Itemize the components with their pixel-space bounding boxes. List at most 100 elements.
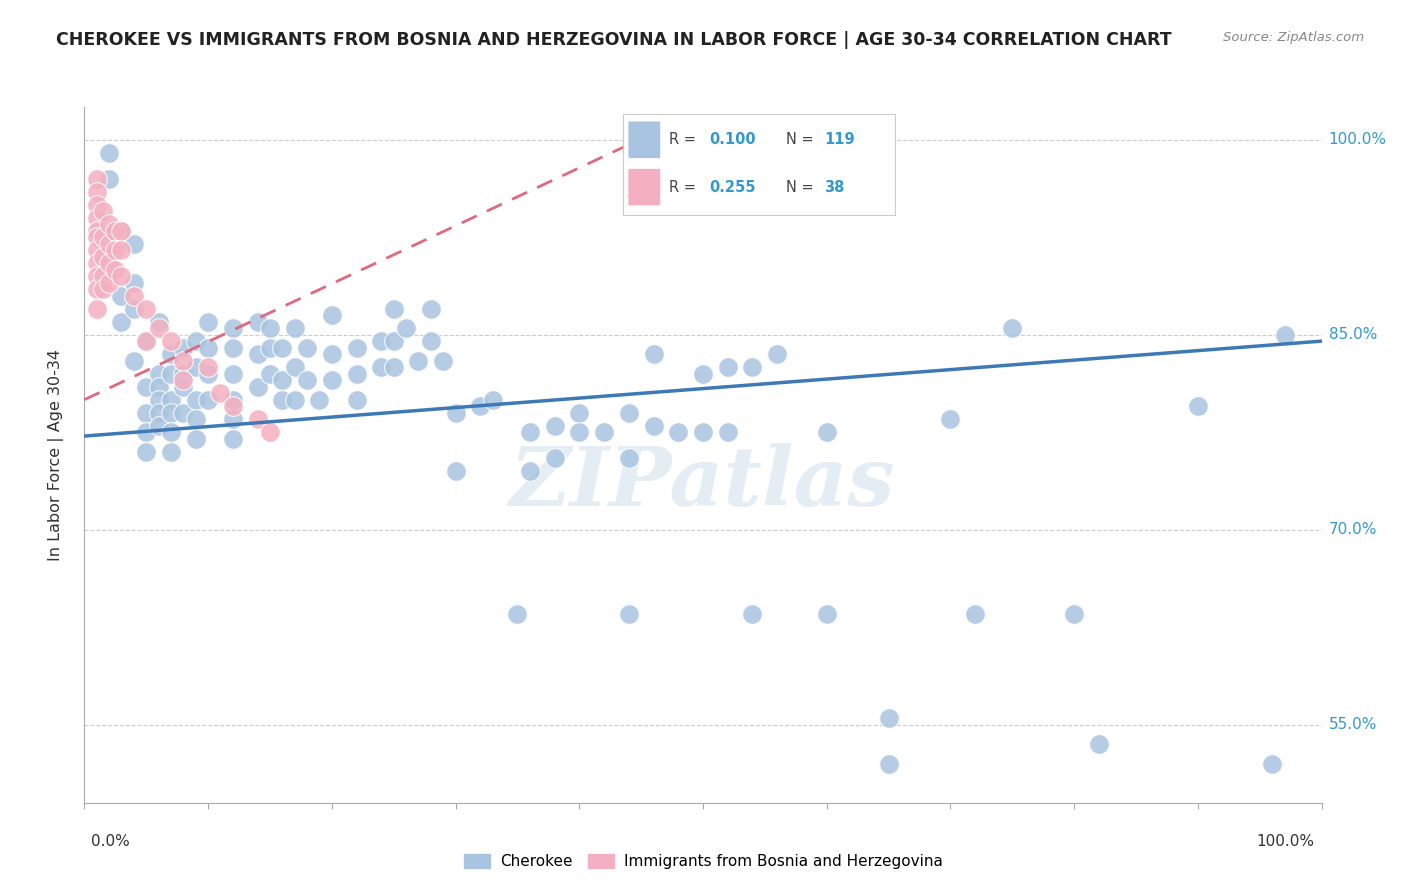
Point xyxy=(470,399,492,413)
Point xyxy=(617,406,640,420)
Point xyxy=(1063,607,1085,622)
Text: CHEROKEE VS IMMIGRANTS FROM BOSNIA AND HERZEGOVINA IN LABOR FORCE | AGE 30-34 CO: CHEROKEE VS IMMIGRANTS FROM BOSNIA AND H… xyxy=(56,31,1171,49)
Point xyxy=(104,224,127,238)
Point xyxy=(643,347,665,361)
Point xyxy=(1274,327,1296,342)
Point xyxy=(197,367,219,381)
Point xyxy=(766,347,789,361)
Point xyxy=(259,321,281,335)
Point xyxy=(98,145,121,160)
Point xyxy=(86,185,108,199)
Point xyxy=(617,451,640,466)
Point xyxy=(86,230,108,244)
Point xyxy=(346,392,368,407)
Point xyxy=(1088,737,1111,751)
Text: 85.0%: 85.0% xyxy=(1329,327,1376,343)
Point xyxy=(135,334,157,348)
Point xyxy=(408,353,430,368)
Point xyxy=(259,367,281,381)
Point xyxy=(321,347,343,361)
Point xyxy=(965,607,987,622)
Point xyxy=(98,256,121,270)
Text: 0.0%: 0.0% xyxy=(91,834,131,849)
Point xyxy=(197,341,219,355)
Point xyxy=(172,341,194,355)
Point xyxy=(104,262,127,277)
Point xyxy=(506,607,529,622)
Point xyxy=(104,243,127,257)
Point xyxy=(246,347,269,361)
Point xyxy=(1001,321,1024,335)
Point xyxy=(135,425,157,439)
Point xyxy=(122,301,145,316)
Point xyxy=(741,360,763,375)
Point xyxy=(382,301,405,316)
Point xyxy=(617,607,640,622)
Y-axis label: In Labor Force | Age 30-34: In Labor Force | Age 30-34 xyxy=(48,349,63,561)
Point xyxy=(172,353,194,368)
Point xyxy=(135,334,157,348)
Point xyxy=(184,360,207,375)
Point xyxy=(444,464,467,478)
Point xyxy=(148,392,170,407)
Point xyxy=(308,392,330,407)
Point xyxy=(284,360,307,375)
Point xyxy=(222,432,245,446)
Point xyxy=(432,353,454,368)
Point xyxy=(135,444,157,458)
Point xyxy=(86,211,108,225)
Point xyxy=(122,288,145,302)
Point xyxy=(86,197,108,211)
Point xyxy=(346,367,368,381)
Point xyxy=(148,406,170,420)
Point xyxy=(110,224,132,238)
Text: Source: ZipAtlas.com: Source: ZipAtlas.com xyxy=(1223,31,1364,45)
Point xyxy=(148,315,170,329)
Point xyxy=(172,406,194,420)
Point xyxy=(666,425,689,439)
Point xyxy=(110,288,132,302)
Point xyxy=(593,425,616,439)
Point xyxy=(692,425,714,439)
Point xyxy=(160,347,183,361)
Point xyxy=(122,276,145,290)
Point xyxy=(543,451,565,466)
Point xyxy=(135,301,157,316)
Point xyxy=(110,269,132,284)
Point xyxy=(877,711,900,725)
Point xyxy=(284,392,307,407)
Point xyxy=(295,373,318,387)
Point xyxy=(197,315,219,329)
Point xyxy=(160,334,183,348)
Point xyxy=(86,171,108,186)
Point xyxy=(91,204,114,219)
Point xyxy=(197,392,219,407)
Point xyxy=(110,224,132,238)
Point xyxy=(815,607,838,622)
Point xyxy=(148,321,170,335)
Point xyxy=(86,224,108,238)
Point xyxy=(160,392,183,407)
Text: 100.0%: 100.0% xyxy=(1257,834,1315,849)
Point xyxy=(321,373,343,387)
Point xyxy=(481,392,503,407)
Point xyxy=(259,425,281,439)
Point xyxy=(110,315,132,329)
Point xyxy=(643,418,665,433)
Point xyxy=(91,250,114,264)
Point xyxy=(91,282,114,296)
Point xyxy=(271,373,294,387)
Point xyxy=(284,321,307,335)
Point xyxy=(160,406,183,420)
Point xyxy=(197,360,219,375)
Point xyxy=(395,321,418,335)
Point xyxy=(98,217,121,231)
Point xyxy=(222,367,245,381)
Point xyxy=(222,392,245,407)
Point xyxy=(160,444,183,458)
Point xyxy=(1187,399,1209,413)
Point xyxy=(184,392,207,407)
Point xyxy=(259,341,281,355)
Point xyxy=(271,392,294,407)
Point xyxy=(246,379,269,393)
